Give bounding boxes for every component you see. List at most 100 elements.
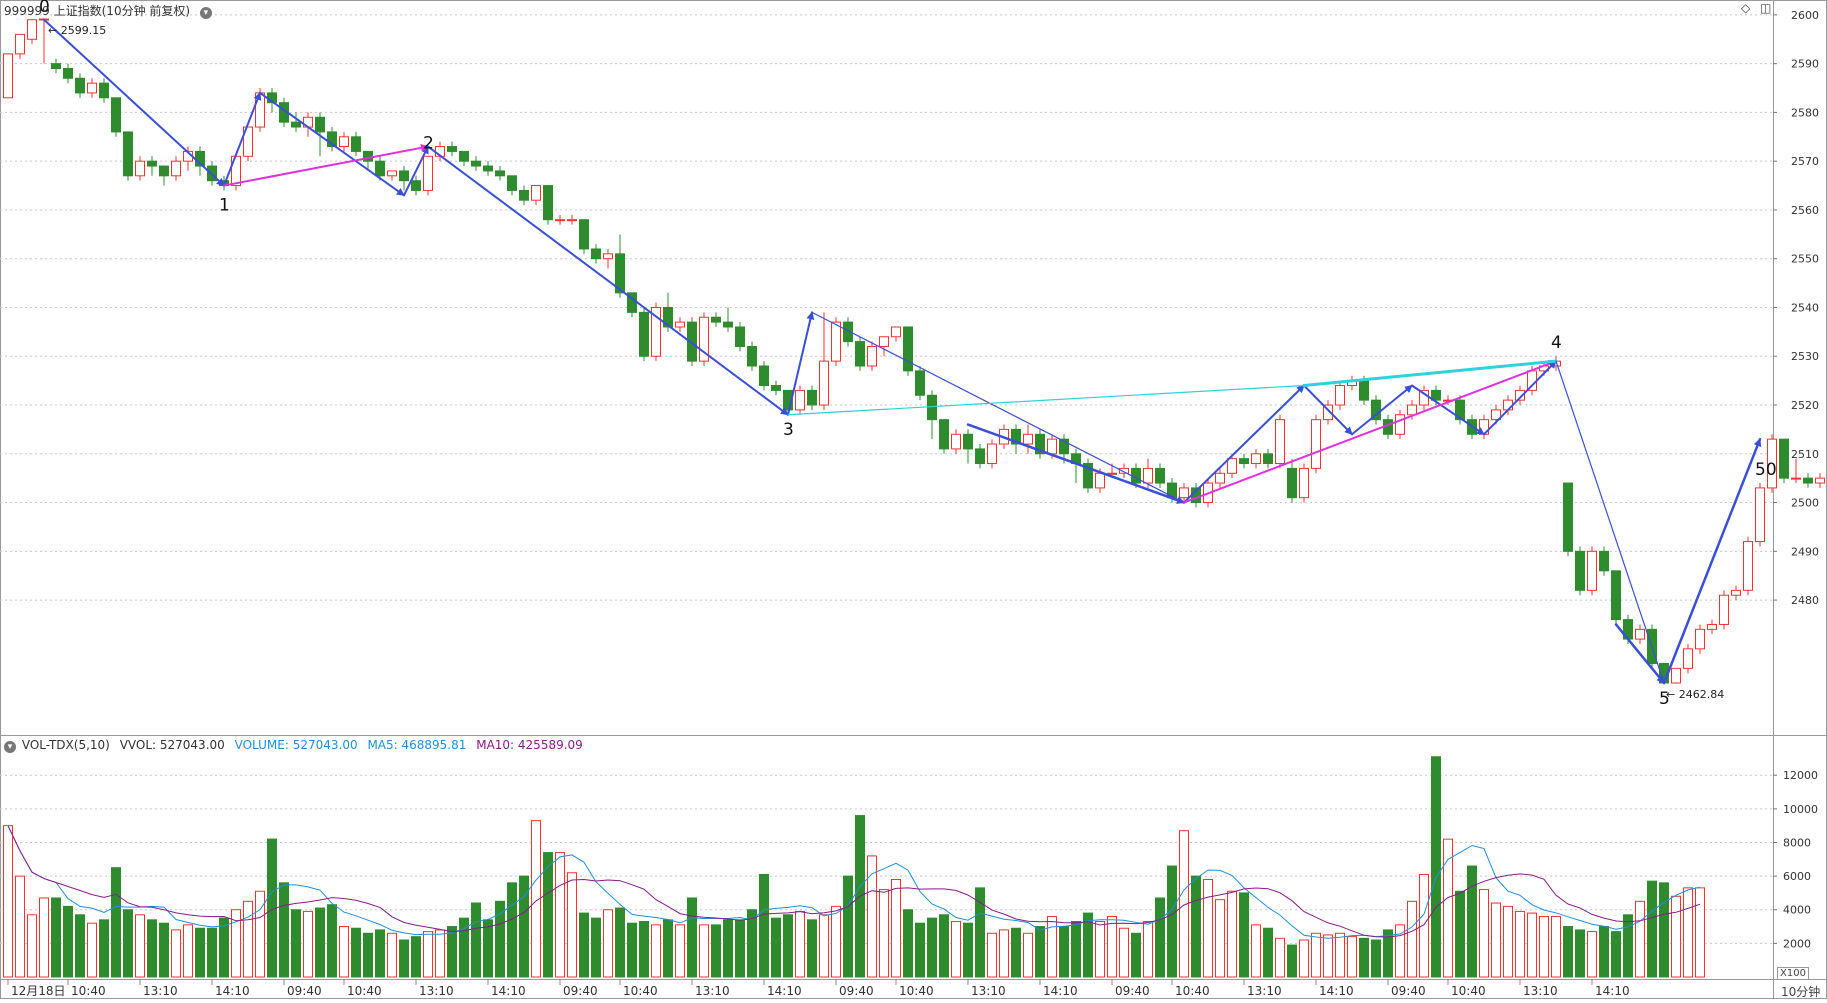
volume-bar (1095, 921, 1105, 978)
volume-bar (123, 909, 133, 978)
candle-body (663, 306, 673, 328)
candle-body (1311, 419, 1321, 469)
candle-body (1695, 628, 1705, 650)
volume-bar (63, 905, 73, 978)
volume-bar (663, 919, 673, 978)
chevron-down-icon[interactable]: ▾ (4, 741, 16, 753)
candle-body (1587, 550, 1597, 591)
volume-bar (1575, 929, 1585, 978)
volume-bar (1071, 921, 1081, 978)
candle-body (147, 160, 157, 167)
candle-body (483, 165, 493, 172)
volume-bar (1179, 830, 1189, 978)
volume-ma5-line (7, 825, 1701, 939)
volume-bar (327, 904, 337, 978)
diamond-icon[interactable]: ◇ (1741, 1, 1751, 15)
volume-bar (291, 909, 301, 978)
volume-bar (747, 909, 757, 978)
volume-bar (195, 927, 205, 978)
volume-bar (183, 924, 193, 978)
candle-body (1575, 550, 1585, 591)
period-label[interactable]: 10分钟 (1781, 985, 1821, 999)
price-tick-label: 2500 (1791, 497, 1819, 510)
candle-body (1779, 438, 1789, 479)
candle-body (1023, 433, 1033, 445)
volume-bar (1251, 924, 1261, 978)
volume-bar (471, 902, 481, 978)
volume-tick-label: 12000 (1783, 769, 1818, 782)
chart-title[interactable]: 999999 上证指数(10分钟 前复权) (4, 4, 191, 18)
volume-bar (1443, 838, 1453, 978)
volume-bar (1119, 927, 1129, 978)
candle-body (891, 326, 901, 338)
volume-bar (1047, 915, 1057, 978)
volume-bar (1323, 934, 1333, 978)
candle-body (1815, 477, 1825, 484)
panel-toggle-icon[interactable]: ◫ (1760, 1, 1772, 15)
candle-body (99, 82, 109, 99)
volume-bar (1491, 902, 1501, 978)
candle-body (951, 433, 961, 450)
volume-indicator-name[interactable]: VOL-TDX(5,10) (21, 738, 110, 752)
candle-body (495, 170, 505, 177)
wave-line (1614, 623, 1666, 685)
candle-body (975, 448, 985, 465)
volume-bar (1683, 887, 1693, 978)
candle-body (1407, 404, 1417, 416)
time-tick-label: 09:40 (839, 984, 874, 998)
wave-line (1351, 384, 1413, 436)
candle-body (1491, 409, 1501, 421)
candle-body (1179, 487, 1189, 499)
chevron-down-icon[interactable]: ▾ (199, 7, 212, 19)
volume-bar (639, 921, 649, 978)
candle-body (915, 370, 925, 396)
candle-body (1239, 458, 1249, 465)
volume-bar (615, 907, 625, 978)
volume-bar (1455, 890, 1465, 978)
volume-bar (1023, 932, 1033, 978)
volume-bar (543, 852, 553, 978)
candle-body (1719, 594, 1729, 625)
candle-body (399, 170, 409, 182)
volume-bar (1263, 927, 1273, 978)
volume-bar (1599, 926, 1609, 978)
volume-tick-label: 10000 (1783, 803, 1818, 816)
candle-body (243, 126, 253, 157)
candle-body (351, 136, 361, 152)
candle-body (1323, 404, 1333, 421)
volume-bar (159, 922, 169, 978)
candle-body (363, 150, 373, 162)
candle-body (1503, 399, 1513, 411)
volume-bar (603, 909, 613, 978)
candle-body (1263, 453, 1273, 465)
candle-body (1803, 477, 1813, 484)
candle-body (1743, 541, 1753, 591)
volume-bar (507, 882, 517, 978)
candle-body (603, 253, 613, 260)
price-tick-label: 2600 (1791, 9, 1819, 22)
time-tick-label: 14:10 (215, 984, 250, 998)
price-tick-label: 2510 (1791, 448, 1819, 461)
zoom-label[interactable]: X100 (1777, 967, 1809, 980)
price-tick-label: 2580 (1791, 106, 1819, 119)
volume-bar (591, 917, 601, 978)
candle-body (15, 33, 25, 55)
wave-line (1183, 384, 1305, 504)
candle-body (1227, 458, 1237, 474)
volume-bar (111, 867, 121, 978)
candle-body (27, 19, 37, 40)
wave-marker: 50 (1755, 460, 1777, 480)
volume-ma10-line (7, 825, 1701, 938)
candle-body (531, 185, 541, 201)
volume-bar (207, 927, 217, 978)
volume-bar (1227, 890, 1237, 978)
volume-bar (3, 825, 13, 978)
time-tick-label: 14:10 (491, 984, 526, 998)
volume-bar (1503, 905, 1513, 978)
time-tick-label: 13:10 (1247, 984, 1282, 998)
time-tick-label: 14:10 (1319, 984, 1354, 998)
volume-bar (1287, 944, 1297, 978)
volume-bar (555, 852, 565, 978)
candle-body (1395, 414, 1405, 435)
